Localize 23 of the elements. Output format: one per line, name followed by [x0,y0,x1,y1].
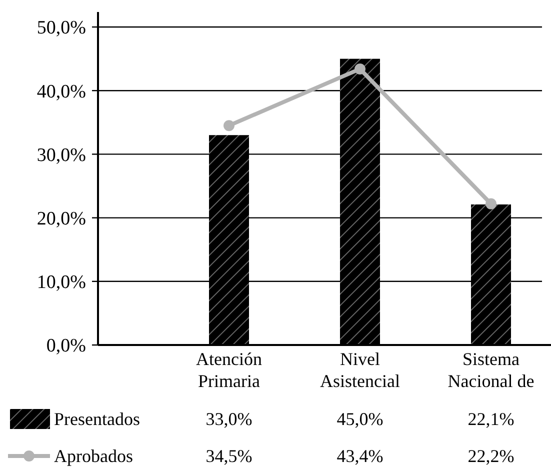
legend-label: Aprobados [54,446,133,466]
y-tick-label: 0,0% [46,336,86,357]
x-tick-label: Atención Primaria [196,349,262,391]
x-tick-label: Sistema Nacional de [448,349,534,391]
data-label: 43,4% [336,446,384,466]
point [354,63,366,74]
y-tick-label: 30,0% [36,144,86,166]
bar [471,204,511,345]
y-tick-label: 10,0% [36,272,86,294]
data-label: 45,0% [336,409,384,429]
data-label: 22,1% [468,409,514,429]
y-tick-label: 50,0% [36,18,86,39]
data-label: 22,2% [468,446,514,466]
x-tick-label: Nivel Asistencial [320,349,400,391]
legend-label: Presentados [54,409,140,429]
point [486,198,496,210]
bar [209,135,249,345]
bar [340,58,380,345]
data-label: 34,5% [206,446,252,466]
y-tick-label: 40,0% [36,81,86,102]
data-label: 33,0% [206,409,252,429]
y-tick-label: 20,0% [36,208,86,230]
point [224,120,234,132]
